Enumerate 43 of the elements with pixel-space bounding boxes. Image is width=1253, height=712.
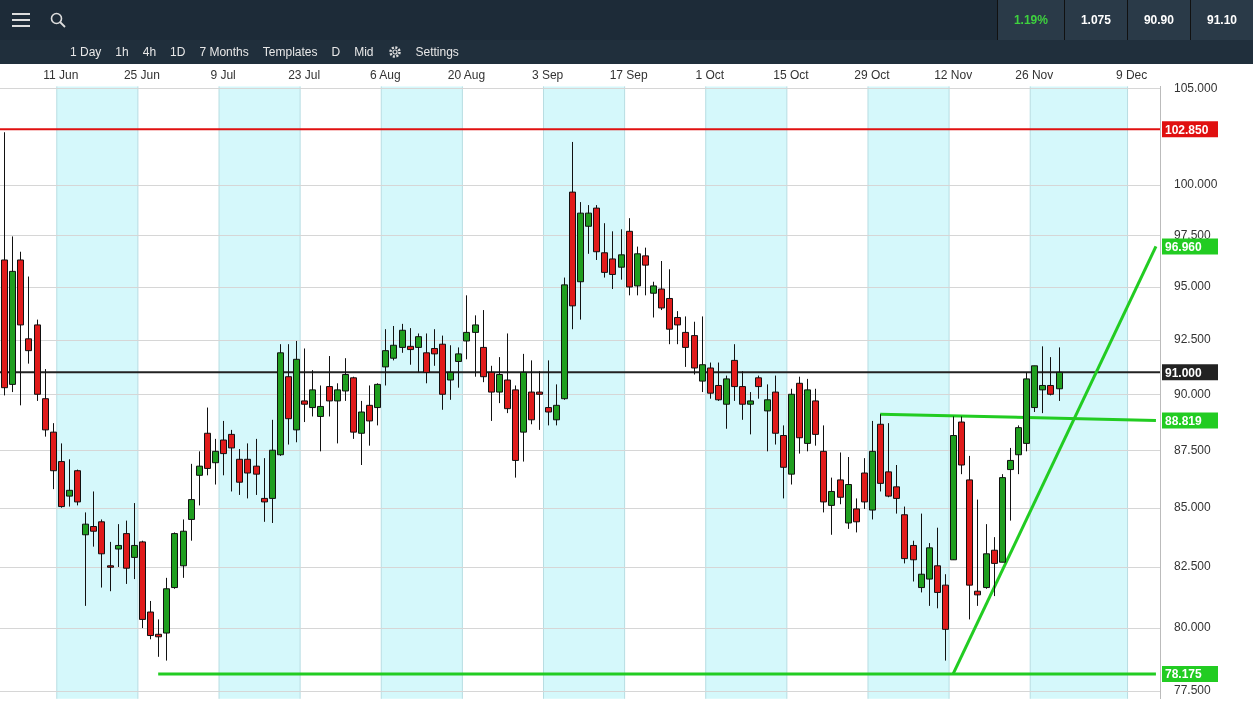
- x-tick-label: 9 Dec: [1115, 67, 1148, 82]
- text: 91.10: [1189, 0, 1253, 40]
- y-tick-label: 77.500: [1174, 683, 1212, 698]
- series-label: 96.960: [1165, 239, 1203, 254]
- series-label: 78.175: [1165, 667, 1203, 682]
- x-tick-label: 9 Jul: [210, 67, 236, 82]
- ref-line-label: 102.850: [1165, 122, 1209, 137]
- text: Templates: [262, 45, 318, 59]
- series-label: 88.819: [1165, 413, 1203, 428]
- text: 4h: [142, 45, 157, 59]
- text: 7 Months: [199, 45, 249, 59]
- text: Settings: [415, 45, 459, 59]
- text: 90.90: [1126, 0, 1190, 40]
- y-tick-label: 105.000: [1174, 80, 1218, 95]
- x-tick-label: 15 Oct: [773, 67, 810, 82]
- y-tick-label: 80.000: [1174, 620, 1212, 635]
- x-tick-label: 1 Oct: [695, 67, 725, 82]
- text: Mid: [354, 45, 374, 59]
- x-tick-label: 20 Aug: [447, 67, 486, 82]
- y-tick-label: 100.000: [1174, 177, 1218, 192]
- y-tick-label: 90.000: [1174, 386, 1212, 401]
- text: 1D: [170, 45, 186, 59]
- text: D: [331, 45, 341, 59]
- x-tick-label: 23 Jul: [288, 67, 321, 82]
- x-tick-label: 6 Aug: [369, 67, 401, 82]
- y-tick-label: 92.500: [1174, 332, 1212, 347]
- ref-line-label: 91.000: [1165, 365, 1203, 380]
- x-tick-label: 11 Jun: [43, 67, 79, 82]
- text: 1.19%: [996, 0, 1064, 40]
- x-tick-label: 29 Oct: [854, 67, 891, 82]
- x-tick-label: 26 Nov: [1015, 67, 1054, 82]
- y-tick-label: 97.500: [1174, 227, 1212, 242]
- x-tick-label: 17 Sep: [609, 67, 649, 82]
- x-tick-label: 25 Jun: [123, 67, 160, 82]
- y-tick-label: 82.500: [1174, 559, 1212, 574]
- text: 1 Day: [70, 45, 102, 59]
- text: 1h: [115, 45, 129, 59]
- y-tick-label: 95.000: [1174, 279, 1212, 294]
- x-tick-label: 12 Nov: [934, 67, 973, 82]
- text: 1.075: [1063, 0, 1127, 40]
- y-tick-label: 85.000: [1174, 500, 1212, 515]
- x-tick-label: 3 Sep: [531, 67, 564, 82]
- y-tick-label: 87.500: [1174, 442, 1212, 457]
